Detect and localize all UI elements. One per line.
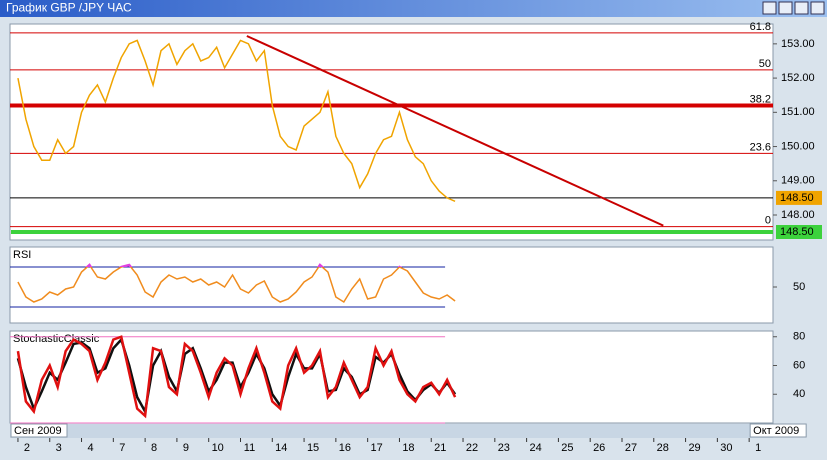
x-tick-label: 22: [466, 442, 478, 454]
window-title: График GBP /JPY ЧАС: [6, 1, 132, 15]
price-tag-label: 148.50: [780, 192, 814, 204]
trend-line: [246, 35, 664, 227]
y-tick-label: 50: [793, 281, 805, 293]
fib-level-label: 23.6: [750, 141, 771, 153]
x-tick-label: 16: [339, 442, 351, 454]
rsi-panel: [9, 246, 774, 324]
x-tick-label: 3: [56, 442, 62, 454]
x-tick-label: 23: [498, 442, 510, 454]
ask-line: [11, 230, 773, 234]
stoch-panel: [9, 330, 774, 424]
fib-level-label: 61.8: [750, 21, 771, 33]
x-tick-label: 26: [593, 442, 605, 454]
minimize-button[interactable]: [762, 1, 777, 15]
y-tick-label: 151.00: [781, 106, 815, 118]
x-tick-label: 10: [212, 442, 224, 454]
y-tick-label: 148.00: [781, 209, 815, 221]
y-tick-label: 152.00: [781, 72, 815, 84]
y-tick-label: 150.00: [781, 140, 815, 152]
x-tick-label: 21: [434, 442, 446, 454]
month-box: [749, 423, 807, 438]
series-line: [17, 39, 456, 203]
x-tick-label: 1: [755, 442, 761, 454]
y-tick-label: 149.00: [781, 175, 815, 187]
month-box: [10, 423, 68, 438]
fib-level-label: 38.2: [750, 93, 771, 105]
y-tick-label: 60: [793, 359, 805, 371]
x-tick-label: 9: [183, 442, 189, 454]
x-tick-label: 8: [151, 442, 157, 454]
x-tick-label: 4: [87, 442, 93, 454]
month-label: Сен 2009: [14, 425, 62, 437]
title-bar: [0, 0, 827, 17]
restore-button[interactable]: [778, 1, 793, 15]
price-tag: [776, 190, 822, 205]
x-tick-label: 17: [371, 442, 383, 454]
y-tick-label: 40: [793, 388, 805, 400]
x-axis-bar: [10, 424, 773, 438]
y-tick-label: 153.00: [781, 38, 815, 50]
x-tick-label: 15: [307, 442, 319, 454]
ask-tag: [776, 225, 822, 239]
x-tick-label: 2: [24, 442, 30, 454]
x-tick-label: 27: [625, 442, 637, 454]
series-line: [16, 335, 457, 419]
x-tick-label: 7: [119, 442, 125, 454]
x-tick-label: 14: [275, 442, 287, 454]
fib-level-label: 50: [759, 58, 771, 70]
y-tick-label: 80: [793, 331, 805, 343]
x-tick-label: 24: [529, 442, 541, 454]
panel-title: RSI: [13, 249, 31, 261]
main-panel: [9, 23, 774, 241]
ask-tag-label: 148.50: [780, 226, 814, 238]
x-tick-label: 28: [657, 442, 669, 454]
x-tick-label: 18: [402, 442, 414, 454]
close-button[interactable]: [810, 1, 825, 15]
panel-title: StochasticClassic: [13, 333, 100, 345]
x-tick-label: 30: [720, 442, 732, 454]
window-buttons[interactable]: [762, 1, 825, 15]
month-label: Окт 2009: [753, 425, 799, 437]
x-tick-label: 25: [561, 442, 573, 454]
fib-level-label: 0: [765, 215, 771, 227]
x-tick-label: 29: [688, 442, 700, 454]
maximize-button[interactable]: [794, 1, 809, 15]
x-tick-label: 11: [244, 442, 255, 454]
